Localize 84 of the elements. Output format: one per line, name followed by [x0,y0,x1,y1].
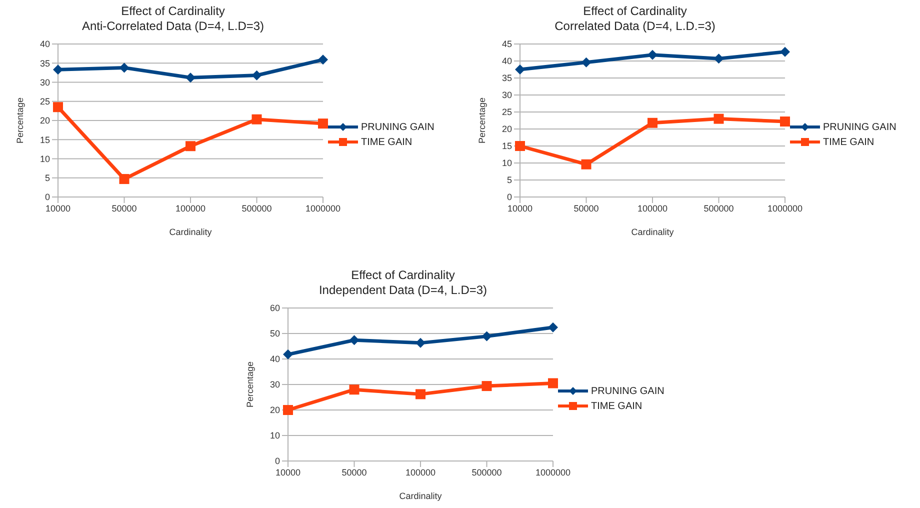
point [714,54,724,64]
point [515,64,525,74]
y-tick-label: 20 [502,124,512,134]
chart-subtitle: Independent Data (D=4, L.D=3) [318,283,488,298]
y-tick-label: 10 [502,158,512,168]
legend-label: PRUNING GAIN [823,122,896,132]
point [482,381,492,392]
x-axis-title: Cardinality [169,227,212,237]
point [548,378,558,388]
legend-label: TIME GAIN [823,136,874,148]
y-tick-label: 45 [502,39,512,50]
y-tick-label: 30 [270,380,280,390]
y-tick-label: 0 [506,192,512,202]
point [714,114,724,124]
y-tick-label: 0 [44,192,50,202]
y-tick-label: 30 [502,90,512,100]
y-axis-title: Percentage [477,97,488,144]
point [648,50,658,60]
x-tick-label: 100000 [175,203,206,214]
point [349,384,360,395]
x-tick-label: 50000 [342,467,367,478]
point [581,57,592,68]
legend-label: TIME GAIN [361,136,412,148]
point [548,322,558,332]
x-tick-label: 50000 [574,203,599,214]
chart-subtitle: Anti-Correlated Data (D=4, L.D=3) [80,19,266,34]
point [252,70,262,80]
x-tick-label: 1000000 [305,203,341,214]
point [416,389,426,400]
point [186,72,196,83]
y-tick-label: 40 [270,354,280,364]
x-tick-label: 500000 [704,203,734,214]
point [482,331,492,342]
x-tick-label: 1000000 [767,203,803,214]
point [780,116,790,127]
x-tick-label: 10000 [275,467,301,478]
chart-title: Effect of Cardinality [582,4,688,19]
y-tick-label: 5 [506,175,512,186]
legend-label: TIME GAIN [591,400,642,412]
x-tick-label: 500000 [242,203,272,214]
point [318,54,328,65]
y-tick-label: 20 [40,116,50,126]
y-axis-title: Percentage [245,361,256,408]
x-tick-label: 500000 [472,467,502,478]
chart-title: Effect of Cardinality [120,4,226,19]
y-tick-label: 50 [270,328,280,339]
y-tick-label: 40 [502,56,512,66]
point [648,118,658,128]
y-tick-label: 15 [40,134,50,145]
y-tick-label: 60 [270,303,280,314]
y-tick-label: 35 [502,73,512,84]
chart-subtitle: Correlated Data (D=4, L.D.=3) [554,19,716,34]
x-tick-label: 1000000 [535,467,571,478]
legend-label: PRUNING GAIN [361,122,434,132]
point [780,46,790,57]
legend-label: PRUNING GAIN [591,386,664,396]
point [416,338,426,348]
y-tick-label: 10 [40,154,50,164]
x-tick-label: 10000 [507,203,533,214]
y-tick-label: 5 [44,173,50,184]
y-tick-label: 0 [274,456,280,466]
y-tick-label: 15 [502,141,512,152]
point [349,335,360,346]
point [581,159,592,170]
x-tick-label: 100000 [637,203,668,214]
x-tick-label: 50000 [112,203,137,214]
y-tick-label: 20 [270,405,280,416]
y-tick-label: 35 [40,58,50,68]
y-tick-label: 10 [270,430,280,441]
point [119,174,130,184]
x-axis-title: Cardinality [399,491,442,501]
point [318,118,328,129]
y-axis-title: Percentage [15,97,26,144]
y-tick-label: 30 [40,77,50,88]
x-axis-title: Cardinality [631,227,674,237]
chart-title: Effect of Cardinality [350,268,456,283]
y-tick-label: 25 [40,96,50,107]
point [186,141,196,152]
y-tick-label: 25 [502,107,512,118]
y-tick-label: 40 [40,39,50,50]
x-tick-label: 100000 [405,467,436,478]
point [252,114,262,124]
point [119,62,130,73]
x-tick-label: 10000 [45,203,71,214]
